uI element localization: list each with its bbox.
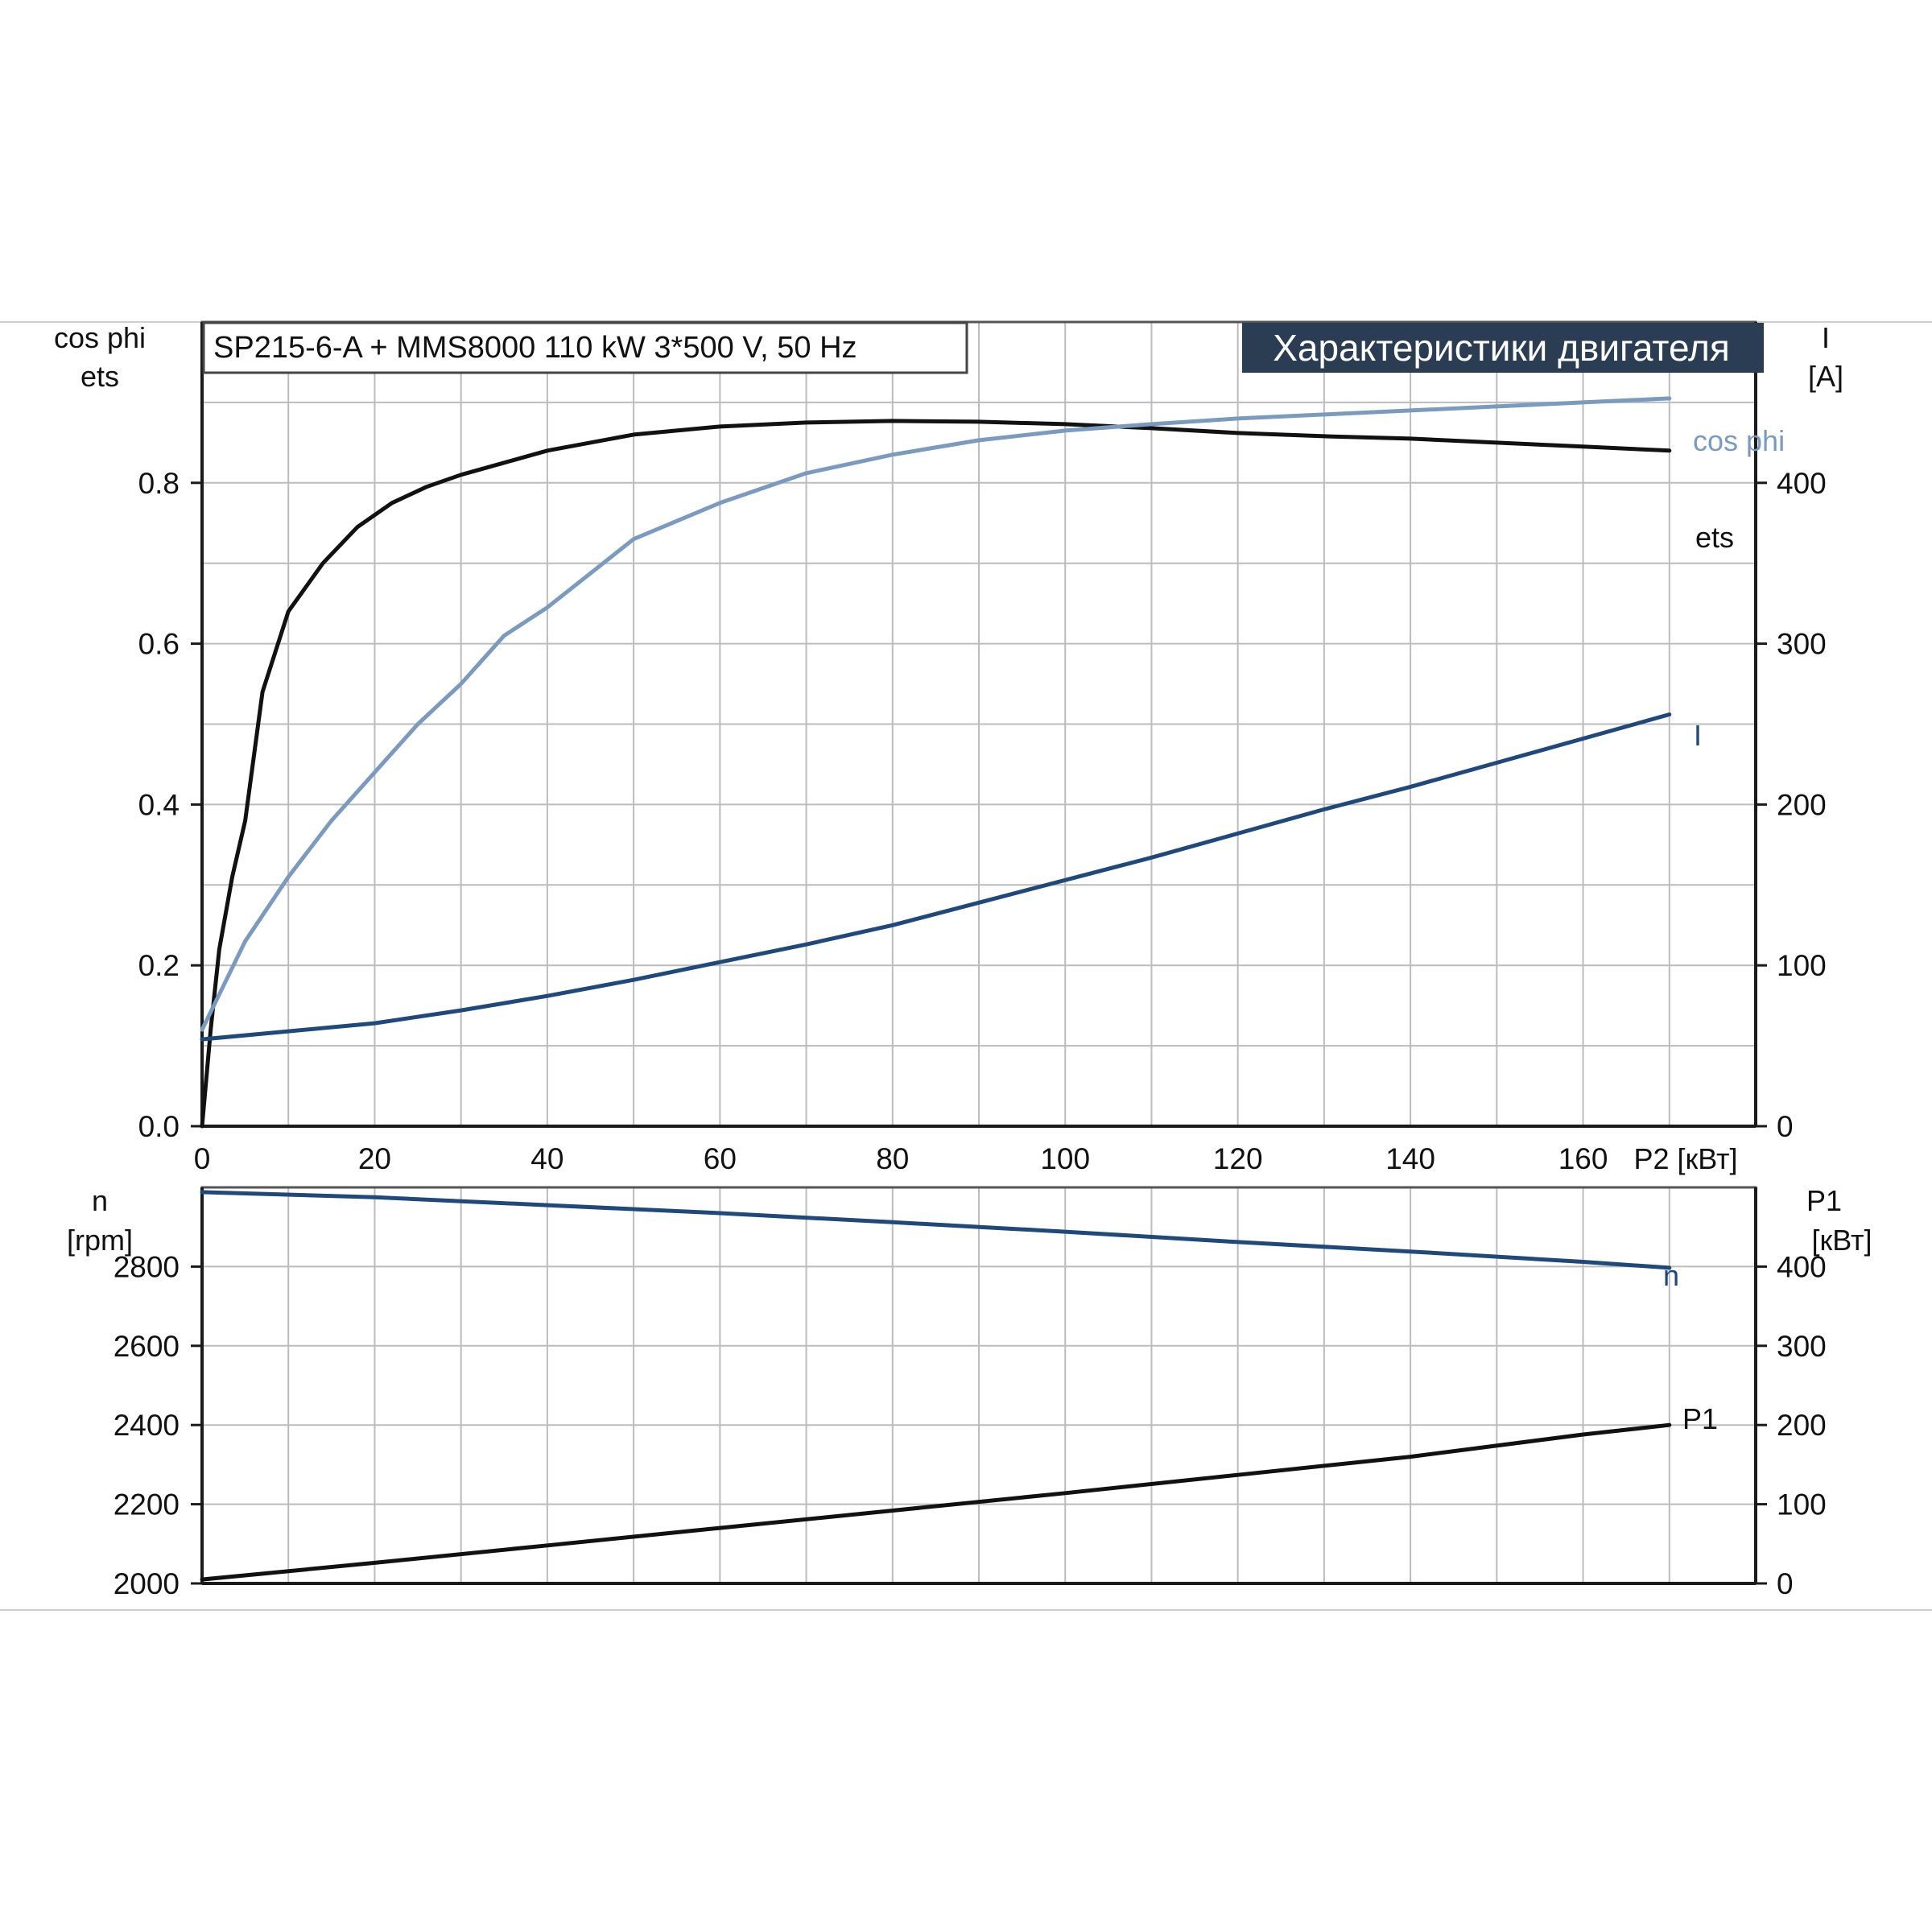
upper-series-lines: ets cos phi I <box>200 396 1785 1129</box>
lower-right-tick-label: 300 <box>1777 1330 1827 1363</box>
lower-right-tick-label: 200 <box>1777 1409 1827 1442</box>
upper-left-tick-label: 0.0 <box>138 1110 180 1143</box>
section-header-title: Характеристики двигателя <box>1273 327 1730 369</box>
pump-info-box <box>202 321 968 374</box>
lower-left-tick-label: 2600 <box>114 1330 180 1363</box>
series-ets-label: ets <box>1695 521 1734 554</box>
x-tick-label: 0 <box>194 1142 211 1175</box>
upper-right-tick-label: 200 <box>1777 788 1827 821</box>
lower-left-tick-label: 2200 <box>114 1488 180 1521</box>
series-p1-label: P1 <box>1682 1402 1718 1435</box>
left-axis-label-n: n <box>92 1184 108 1217</box>
x-tick-label: 40 <box>530 1142 564 1175</box>
series-i-line <box>200 712 1672 1042</box>
upper-plot-panel: 0.0 0.2 0.4 0.6 0.8 0 100 200 300 400 0 20 40 60 80 100… <box>54 320 1843 1175</box>
left-axis-label-rpm-unit: [rpm] <box>67 1224 133 1257</box>
x-tick-label: 20 <box>358 1142 391 1175</box>
lower-gridlines <box>202 1187 1756 1583</box>
upper-right-tick-label: 400 <box>1777 467 1827 500</box>
lower-left-tick-label: 2800 <box>114 1250 180 1283</box>
upper-right-tick-label: 300 <box>1777 628 1827 661</box>
series-n-line <box>200 1190 1672 1270</box>
right-axis-label-ampere-unit: [A] <box>1808 360 1843 393</box>
upper-right-tick-label: 100 <box>1777 949 1827 982</box>
upper-axis-ticks: 0.0 0.2 0.4 0.6 0.8 0 100 200 300 400 0 20 40 60 80 100… <box>138 467 1827 1175</box>
lower-series-lines: n P1 <box>200 1190 1718 1582</box>
lower-axis-ticks: 2000 2200 2400 2600 2800 0 100 200 300 400 <box>114 1250 1827 1600</box>
series-n-label: n <box>1663 1259 1679 1292</box>
section-header-background <box>1242 323 1764 373</box>
upper-left-tick-label: 0.2 <box>138 949 180 982</box>
x-tick-label: 140 <box>1385 1142 1435 1175</box>
x-tick-label: 60 <box>704 1142 737 1175</box>
upper-left-tick-label: 0.8 <box>138 467 180 500</box>
right-axis-label-kw-unit: [кВт] <box>1811 1224 1872 1257</box>
x-tick-label: 100 <box>1040 1142 1090 1175</box>
x-axis-label: P2 [кВт] <box>1633 1142 1737 1175</box>
series-cos-phi-line <box>200 396 1672 1032</box>
series-i-label: I <box>1694 719 1702 752</box>
lower-right-tick-label: 400 <box>1777 1250 1827 1283</box>
upper-left-tick-label: 0.6 <box>138 628 180 661</box>
lower-right-tick-label: 0 <box>1777 1567 1794 1600</box>
pump-info-label: SP215-6-A + MMS8000 110 kW 3*500 V, 50 H… <box>213 331 857 365</box>
series-p1-line <box>200 1422 1672 1582</box>
lower-plot-panel: 2000 2200 2400 2600 2800 0 100 200 300 400 n P1 n … <box>67 1184 1872 1600</box>
x-tick-label: 160 <box>1558 1142 1608 1175</box>
upper-gridlines <box>202 322 1756 1126</box>
upper-right-tick-label: 0 <box>1777 1110 1794 1143</box>
x-tick-label: 120 <box>1213 1142 1263 1175</box>
right-axis-label-I: I <box>1822 321 1830 354</box>
lower-left-tick-label: 2000 <box>114 1567 180 1600</box>
lower-right-tick-label: 100 <box>1777 1488 1827 1521</box>
series-ets-line <box>200 419 1672 1129</box>
series-cos-phi-label: cos phi <box>1693 424 1785 457</box>
upper-left-tick-label: 0.4 <box>138 788 180 821</box>
x-tick-label: 80 <box>876 1142 909 1175</box>
lower-left-tick-label: 2400 <box>114 1409 180 1442</box>
left-axis-label-cosphi: cos phi <box>54 321 146 354</box>
left-axis-label-ets: ets <box>80 360 119 393</box>
right-axis-label-P1: P1 <box>1806 1184 1842 1217</box>
